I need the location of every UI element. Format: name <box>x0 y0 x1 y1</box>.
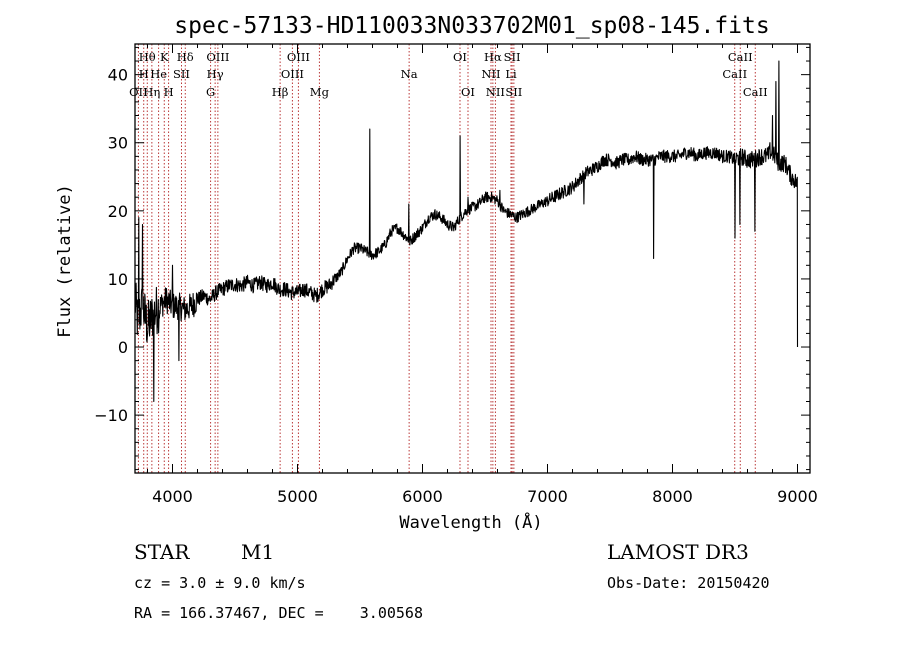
spectral-line-label: Li <box>505 67 517 81</box>
spectral-line-label: OIII <box>206 50 229 64</box>
x-tick-label: 6000 <box>402 487 443 506</box>
spectral-line-label: NII <box>486 85 505 99</box>
spectral-line-label: Hδ <box>177 50 194 64</box>
spectral-line-label: Na <box>401 67 418 81</box>
y-tick-label: 0 <box>118 338 128 357</box>
spectral-line-label: SII <box>505 85 522 99</box>
spectral-line-label: Hθ <box>139 50 156 64</box>
y-axis-label: Flux (relative) <box>55 184 75 338</box>
spectral-line-label: OI <box>461 85 475 99</box>
spectral-line-label: H <box>139 67 149 81</box>
y-tick-label: 10 <box>108 270 128 289</box>
spectral-line-label: OIII <box>281 67 304 81</box>
spectral-line-label: Hβ <box>272 85 289 99</box>
spectral-line-label: OII <box>129 85 148 99</box>
x-axis-label: Wavelength (Å) <box>399 511 542 533</box>
coordinates-info: RA = 166.37467, DEC = 3.00568 <box>134 604 423 622</box>
spectral-line-label: Hα <box>484 50 502 64</box>
observation-date: Obs-Date: 20150420 <box>607 574 770 592</box>
object-subclass: M1 <box>241 540 275 564</box>
x-tick-label: 4000 <box>152 487 193 506</box>
spectral-line-label: SII <box>504 50 521 64</box>
redshift-info: cz = 3.0 ± 9.0 km/s <box>134 574 306 592</box>
spectral-line-markers <box>137 44 756 473</box>
spectral-line-label: Mg <box>310 85 330 99</box>
x-tick-label: 5000 <box>277 487 318 506</box>
spectral-line-label: Hη <box>143 85 160 99</box>
x-tick-label: 8000 <box>652 487 693 506</box>
y-tick-label: −10 <box>94 406 128 425</box>
chart-title: spec-57133-HD110033N033702M01_sp08-145.f… <box>174 13 769 39</box>
spectral-line-label: K <box>160 50 169 64</box>
spectral-line-label: NII <box>481 67 500 81</box>
y-tick-label: 20 <box>108 202 128 221</box>
x-tick-label: 9000 <box>777 487 818 506</box>
spectrum-line <box>134 60 799 403</box>
spectral-line-label: OI <box>453 50 467 64</box>
spectral-line-label: SII <box>173 67 190 81</box>
spectral-line-label: G <box>206 85 215 99</box>
survey-name: LAMOST DR3 <box>607 540 749 564</box>
object-class: STAR <box>134 540 190 564</box>
spectral-line-label: CaII <box>728 50 753 64</box>
x-axis-ticks: 4000 5000 6000 7000 8000 9000 <box>147 44 818 506</box>
spectral-line-label: CaII <box>743 85 768 99</box>
spectral-line-label: CaII <box>722 67 747 81</box>
y-tick-label: 40 <box>108 66 128 85</box>
y-axis-ticks: −10 0 10 20 30 40 <box>94 46 810 471</box>
spectral-line-label: He <box>150 67 167 81</box>
x-tick-label: 7000 <box>527 487 568 506</box>
y-tick-label: 30 <box>108 134 128 153</box>
spectral-line-label: Hγ <box>207 67 224 81</box>
spectral-line-label: OIII <box>287 50 310 64</box>
spectral-line-label: H <box>164 85 174 99</box>
